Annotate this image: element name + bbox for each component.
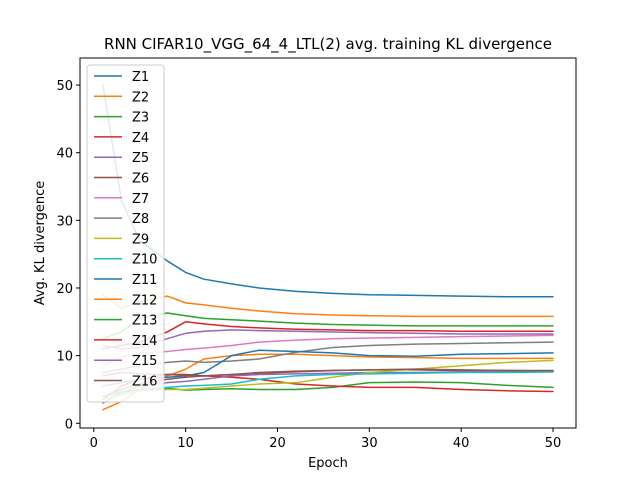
chart-title: RNN CIFAR10_VGG_64_4_LTL(2) avg. trainin… [104, 35, 552, 54]
legend-label-z12: Z12 [132, 293, 157, 308]
y-axis-label: Avg. KL divergence [33, 181, 48, 306]
legend-box [86, 64, 165, 403]
legend-label-z4: Z4 [132, 131, 149, 146]
legend-label-z16: Z16 [132, 375, 157, 390]
legend-label-z6: Z6 [132, 172, 149, 187]
x-tick-label: 10 [177, 436, 194, 451]
legend-label-z8: Z8 [132, 212, 149, 227]
series-line-z1 [102, 84, 554, 298]
legend-label-z3: Z3 [132, 111, 149, 126]
x-tick-label: 20 [269, 436, 286, 451]
legend-label-z11: Z11 [132, 273, 157, 288]
y-tick-label: 0 [65, 417, 73, 432]
x-tick-label: 40 [453, 436, 470, 451]
legend-label-z5: Z5 [132, 151, 149, 166]
series-line-z7 [102, 334, 554, 367]
x-axis-label: Epoch [308, 456, 348, 471]
series-line-z9 [102, 359, 554, 401]
y-tick-label: 30 [56, 214, 73, 229]
y-tick-label: 10 [56, 350, 73, 365]
y-axis-ticks: 0 10 20 30 40 50 [56, 79, 80, 432]
x-tick-label: 0 [90, 436, 98, 451]
legend-label-z7: Z7 [132, 192, 149, 207]
y-tick-label: 20 [56, 282, 73, 297]
series-line-z8 [102, 341, 554, 374]
legend-label-z1: Z1 [132, 70, 149, 85]
legend-label-z13: Z13 [132, 314, 157, 329]
legend: Z1 Z2 Z3 Z4 Z5 Z6 Z7 Z8 Z9 Z10 Z11 Z12 Z13 Z14 Z15 Z16 [86, 64, 165, 403]
x-axis-ticks: 0 10 20 30 40 50 [90, 428, 562, 451]
y-tick-label: 40 [56, 147, 73, 162]
plot-frame [79, 57, 577, 429]
legend-label-z15: Z15 [132, 354, 157, 369]
legend-label-z9: Z9 [132, 232, 149, 247]
plot-lines [102, 84, 554, 411]
x-tick-label: 30 [361, 436, 378, 451]
x-tick-label: 50 [545, 436, 562, 451]
legend-label-z2: Z2 [132, 90, 149, 105]
legend-label-z10: Z10 [132, 253, 157, 268]
y-tick-label: 50 [56, 79, 73, 94]
legend-label-z14: Z14 [132, 334, 157, 349]
